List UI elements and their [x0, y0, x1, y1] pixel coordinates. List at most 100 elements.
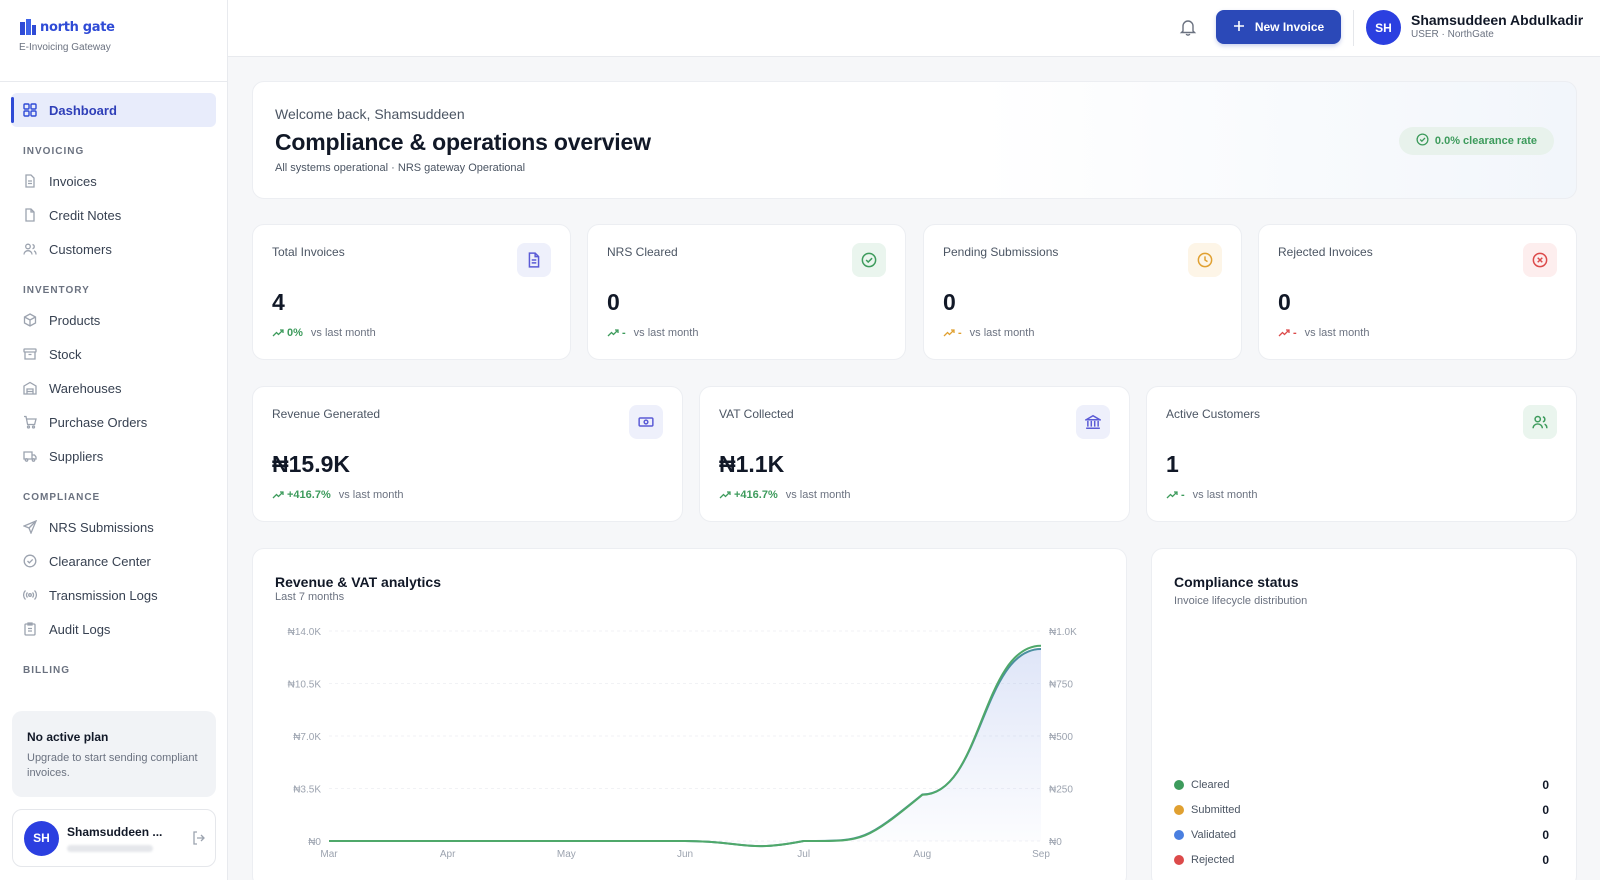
legend-value: 0: [1542, 803, 1549, 817]
sidebar-item-nrs-submissions[interactable]: NRS Submissions: [11, 510, 216, 544]
sidebar-item-clearance-center[interactable]: Clearance Center: [11, 544, 216, 578]
x-tick-label: May: [557, 849, 576, 860]
welcome-banner: Welcome back, Shamsuddeen Compliance & o…: [252, 81, 1577, 199]
section-label-inventory: INVENTORY: [23, 285, 90, 296]
legend-item-submitted[interactable]: Submitted 0: [1174, 802, 1549, 818]
y-right-tick-label: ₦500: [1049, 732, 1073, 743]
y-left-tick-label: ₦7.0K: [293, 732, 321, 743]
legend-value: 0: [1542, 853, 1549, 867]
stat-card-total-invoices[interactable]: Total Invoices 4 0% vs last month: [252, 224, 571, 360]
legend-label: Rejected: [1191, 854, 1235, 866]
user-role: USER · NorthGate: [1411, 29, 1494, 40]
plan-card[interactable]: No active plan Upgrade to start sending …: [12, 711, 216, 797]
stat-card-nrs-cleared[interactable]: NRS Cleared 0- vs last month: [587, 224, 906, 360]
legend-dot: [1174, 780, 1184, 790]
trend-value: -: [622, 327, 626, 339]
sidebar-item-label: Clearance Center: [49, 553, 151, 569]
brand-tagline: E-Invoicing Gateway: [19, 42, 111, 53]
logout-icon[interactable]: [191, 830, 207, 846]
avatar[interactable]: SH: [1366, 10, 1401, 45]
trending-up-icon: [607, 328, 619, 338]
legend-value: 0: [1542, 828, 1549, 842]
legend-dot: [1174, 830, 1184, 840]
sidebar-item-audit-logs[interactable]: Audit Logs: [11, 612, 216, 646]
sidebar-item-label: Suppliers: [49, 448, 104, 464]
banknote-icon: [629, 405, 663, 439]
trending-up-icon: [1278, 328, 1290, 338]
sidebar-item-transmission-logs[interactable]: Transmission Logs: [11, 578, 216, 612]
check-circle-icon: [1416, 133, 1429, 149]
truck-icon: [23, 449, 37, 463]
trend-label: vs last month: [310, 327, 376, 339]
page-title: Compliance & operations overview: [275, 129, 651, 155]
new-invoice-button[interactable]: New Invoice: [1216, 10, 1341, 44]
clearance-rate-label: 0.0% clearance rate: [1434, 135, 1538, 147]
sidebar-item-invoices[interactable]: Invoices: [11, 164, 216, 198]
sidebar-item-customers[interactable]: Customers: [11, 232, 216, 266]
check-circle-icon: [852, 243, 886, 277]
clock-icon: [1188, 243, 1222, 277]
stat-card-revenue-generated[interactable]: Revenue Generated ₦15.9K +416.7% vs last mo…: [252, 386, 683, 522]
stat-value: 0: [943, 289, 956, 315]
stat-label: VAT Collected: [719, 407, 794, 421]
stat-value: 1: [1166, 451, 1179, 477]
sidebar-item-label: NRS Submissions: [49, 519, 154, 535]
bell-icon[interactable]: [1178, 17, 1198, 42]
sidebar-item-label: Customers: [49, 241, 112, 257]
section-label-invoicing: INVOICING: [23, 146, 85, 157]
revenue-area: [329, 649, 1041, 847]
legend-label: Validated: [1191, 829, 1237, 841]
section-label-compliance: COMPLIANCE: [23, 492, 101, 503]
sidebar-item-suppliers[interactable]: Suppliers: [11, 439, 216, 473]
sidebar-item-dashboard[interactable]: Dashboard: [11, 93, 216, 127]
chart-title: Revenue & VAT analytics: [275, 574, 441, 590]
x-tick-label: Sep: [1032, 849, 1050, 860]
y-left-tick-label: ₦10.5K: [288, 680, 322, 691]
y-right-tick-label: ₦1.0K: [1049, 627, 1077, 638]
stat-label: Revenue Generated: [272, 407, 381, 421]
legend-dot: [1174, 805, 1184, 815]
x-tick-label: Mar: [320, 849, 338, 860]
trending-up-icon: [943, 328, 955, 338]
stat-trend: 0% vs last month: [272, 327, 376, 339]
welcome-greeting: Welcome back, Shamsuddeen: [275, 106, 465, 122]
trend-label: vs last month: [1192, 489, 1258, 501]
user-name[interactable]: Shamsuddeen Abdulkadir: [1411, 12, 1584, 28]
stat-value: 0: [1278, 289, 1291, 315]
stat-card-rejected-invoices[interactable]: Rejected Invoices 0- vs last month: [1258, 224, 1577, 360]
stat-card-pending-submissions[interactable]: Pending Submissions 0- vs last month: [923, 224, 1242, 360]
sidebar-item-credit-notes[interactable]: Credit Notes: [11, 198, 216, 232]
warehouse-icon: [23, 381, 37, 395]
revenue-vat-chart-card: Revenue & VAT analytics Last 7 months ₦0…: [252, 548, 1127, 880]
trend-value: 0%: [287, 327, 303, 339]
sidebar-item-purchase-orders[interactable]: Purchase Orders: [11, 405, 216, 439]
topbar: New Invoice SH Shamsuddeen Abdulkadir US…: [228, 0, 1600, 57]
stat-card-vat-collected[interactable]: VAT Collected ₦1.1K +416.7% vs last month: [699, 386, 1130, 522]
sidebar-item-label: Invoices: [49, 173, 97, 189]
logo[interactable]: north gate: [19, 18, 227, 36]
clearance-rate-badge: 0.0% clearance rate: [1399, 127, 1554, 155]
sidebar-user-card[interactable]: SH Shamsuddeen ...: [12, 809, 216, 867]
x-tick-label: Aug: [913, 849, 931, 860]
revenue-vat-chart[interactable]: ₦0 ₦3.5K ₦7.0K ₦10.5K ₦14.0K ₦0 ₦250 ₦500 ₦750 ₦1…: [253, 549, 1128, 880]
sidebar-item-stock[interactable]: Stock: [11, 337, 216, 371]
send-icon: [23, 520, 37, 534]
stat-value: ₦15.9K: [272, 451, 350, 477]
legend-dot: [1174, 855, 1184, 865]
x-circle-icon: [1523, 243, 1557, 277]
legend-item-validated[interactable]: Validated 0: [1174, 827, 1549, 843]
stat-value: 4: [272, 289, 285, 315]
check-circle-icon: [23, 554, 37, 568]
sidebar-item-label: Stock: [49, 346, 82, 362]
stat-card-active-customers[interactable]: Active Customers 1- vs last month: [1146, 386, 1577, 522]
y-right-tick-label: ₦0: [1049, 837, 1062, 848]
y-left-tick-label: ₦0: [308, 837, 321, 848]
legend-item-rejected[interactable]: Rejected 0: [1174, 852, 1549, 868]
sidebar-item-products[interactable]: Products: [11, 303, 216, 337]
trend-label: vs last month: [785, 489, 851, 501]
legend-item-cleared[interactable]: Cleared 0: [1174, 777, 1549, 793]
sidebar-item-warehouses[interactable]: Warehouses: [11, 371, 216, 405]
radio-icon: [23, 588, 37, 602]
sidebar-item-label: Products: [49, 312, 101, 328]
stat-label: Pending Submissions: [943, 245, 1059, 259]
